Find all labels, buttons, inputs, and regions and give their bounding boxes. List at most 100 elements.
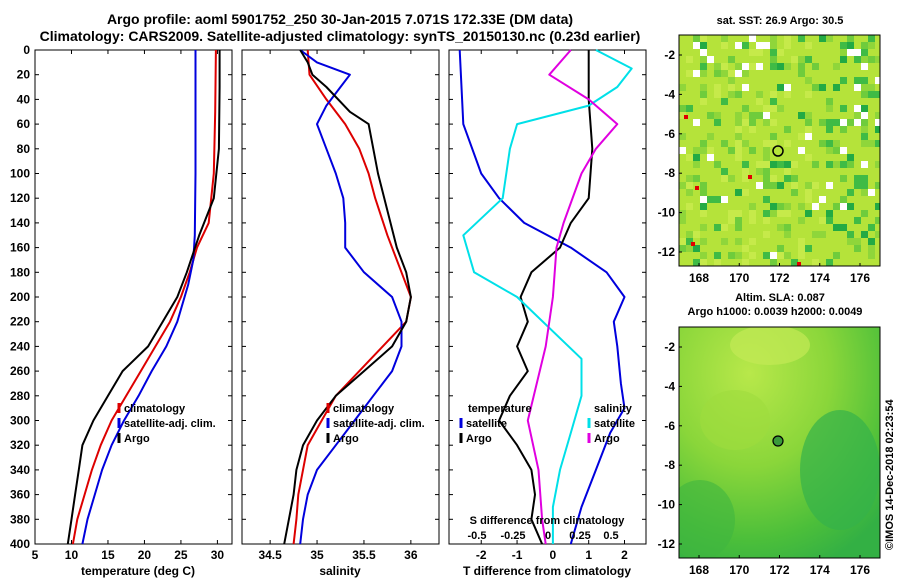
sst-cell [847, 231, 854, 238]
x-tick-label: 30 [211, 548, 225, 562]
sst-cell [770, 49, 777, 56]
map-lat-tick: -12 [658, 245, 676, 259]
sst-cell [679, 182, 686, 189]
map-lat-tick: -2 [664, 48, 675, 62]
sst-cell [777, 252, 784, 259]
sst-cell [686, 245, 693, 252]
salinity-xlabel: salinity [319, 564, 361, 578]
sst-cell [812, 84, 819, 91]
legend-s-argo: Argo [594, 433, 620, 445]
sst-cell [679, 112, 686, 119]
x-tick-label: 15 [101, 548, 115, 562]
sst-cell [700, 259, 707, 266]
sst-cell [700, 196, 707, 203]
sst-cell [861, 210, 868, 217]
sst-cell [805, 189, 812, 196]
sst-cell [728, 70, 735, 77]
legend-t-argo: Argo [466, 433, 492, 445]
sst-hot-cell [797, 262, 801, 266]
depth-tick-label: 180 [10, 265, 30, 279]
map-lon-tick: 174 [810, 563, 830, 577]
temperature-panel-frame [34, 49, 233, 545]
sst-cell [714, 63, 721, 70]
sst-cell [875, 203, 880, 210]
x-tick-label: 1 [585, 548, 592, 562]
sst-cell [798, 112, 805, 119]
sst-cell [868, 238, 875, 245]
sst-cell [700, 56, 707, 63]
sst-cell [868, 252, 875, 259]
sla-map [679, 327, 880, 558]
sst-cell [805, 42, 812, 49]
sst-cell [784, 175, 791, 182]
sst-cell [798, 35, 805, 42]
sst-cell [763, 252, 770, 259]
sst-cell [735, 154, 742, 161]
sst-cell [686, 238, 693, 245]
sst-cell [875, 91, 880, 98]
sst-cell [693, 154, 700, 161]
depth-tick-label: 220 [10, 315, 30, 329]
sst-cell [721, 168, 728, 175]
sst-cell [693, 175, 700, 182]
sst-cell [833, 140, 840, 147]
sst-cell [756, 98, 763, 105]
depth-tick-label: 160 [10, 241, 30, 255]
legend-t-satellite: satellite [466, 418, 507, 430]
sst-cell [770, 56, 777, 63]
legend-climatology: climatology [333, 403, 395, 415]
sst-cell [770, 42, 777, 49]
sst-cell [686, 203, 693, 210]
series-line-t-argo [498, 50, 594, 545]
sst-cell [854, 77, 861, 84]
sst-cell [819, 119, 826, 126]
sst-cell [812, 203, 819, 210]
sst-cell [777, 182, 784, 189]
sst-cell [826, 119, 833, 126]
sst-cell [693, 161, 700, 168]
sst-cell [784, 42, 791, 49]
sst-cell [805, 112, 812, 119]
sst-cell [749, 238, 756, 245]
sst-cell [742, 84, 749, 91]
sst-cell [854, 238, 861, 245]
legend-satellite: satellite-adj. clim. [333, 418, 425, 430]
sst-cell [798, 133, 805, 140]
x-tick-label: -2 [476, 548, 487, 562]
sst-cell [861, 140, 868, 147]
x-tick-label: 34.5 [258, 548, 282, 562]
difference-xlabel: T difference from climatology [463, 564, 631, 578]
sst-cell [693, 147, 700, 154]
sst-cell [868, 91, 875, 98]
sst-cell [728, 217, 735, 224]
sst-cell [700, 189, 707, 196]
sst-cell [735, 217, 742, 224]
legend-argo: Argo [333, 433, 359, 445]
depth-tick-label: 360 [10, 488, 30, 502]
sst-cell [805, 133, 812, 140]
sst-cell [749, 126, 756, 133]
sst-cell [826, 98, 833, 105]
sst-cell [798, 63, 805, 70]
s-tick: -0.5 [468, 530, 487, 542]
sst-cell [728, 175, 735, 182]
sst-cell [721, 98, 728, 105]
sst-cell [700, 63, 707, 70]
sst-cell [819, 140, 826, 147]
depth-tick-label: 340 [10, 463, 30, 477]
sla-blob [800, 410, 880, 530]
s-tick: 0.25 [569, 530, 590, 542]
sst-cell [735, 63, 742, 70]
sst-cell [777, 63, 784, 70]
legend-s-satellite: satellite [594, 418, 635, 430]
sst-hot-cell [684, 115, 688, 119]
sst-cell [742, 42, 749, 49]
sst-cell [826, 35, 833, 42]
map-lon-tick: 176 [850, 563, 870, 577]
sst-cell [826, 105, 833, 112]
series-line-argo [66, 50, 221, 545]
sst-cell [700, 49, 707, 56]
sst-cell [784, 140, 791, 147]
sst-cell [742, 70, 749, 77]
sst-cell [721, 196, 728, 203]
